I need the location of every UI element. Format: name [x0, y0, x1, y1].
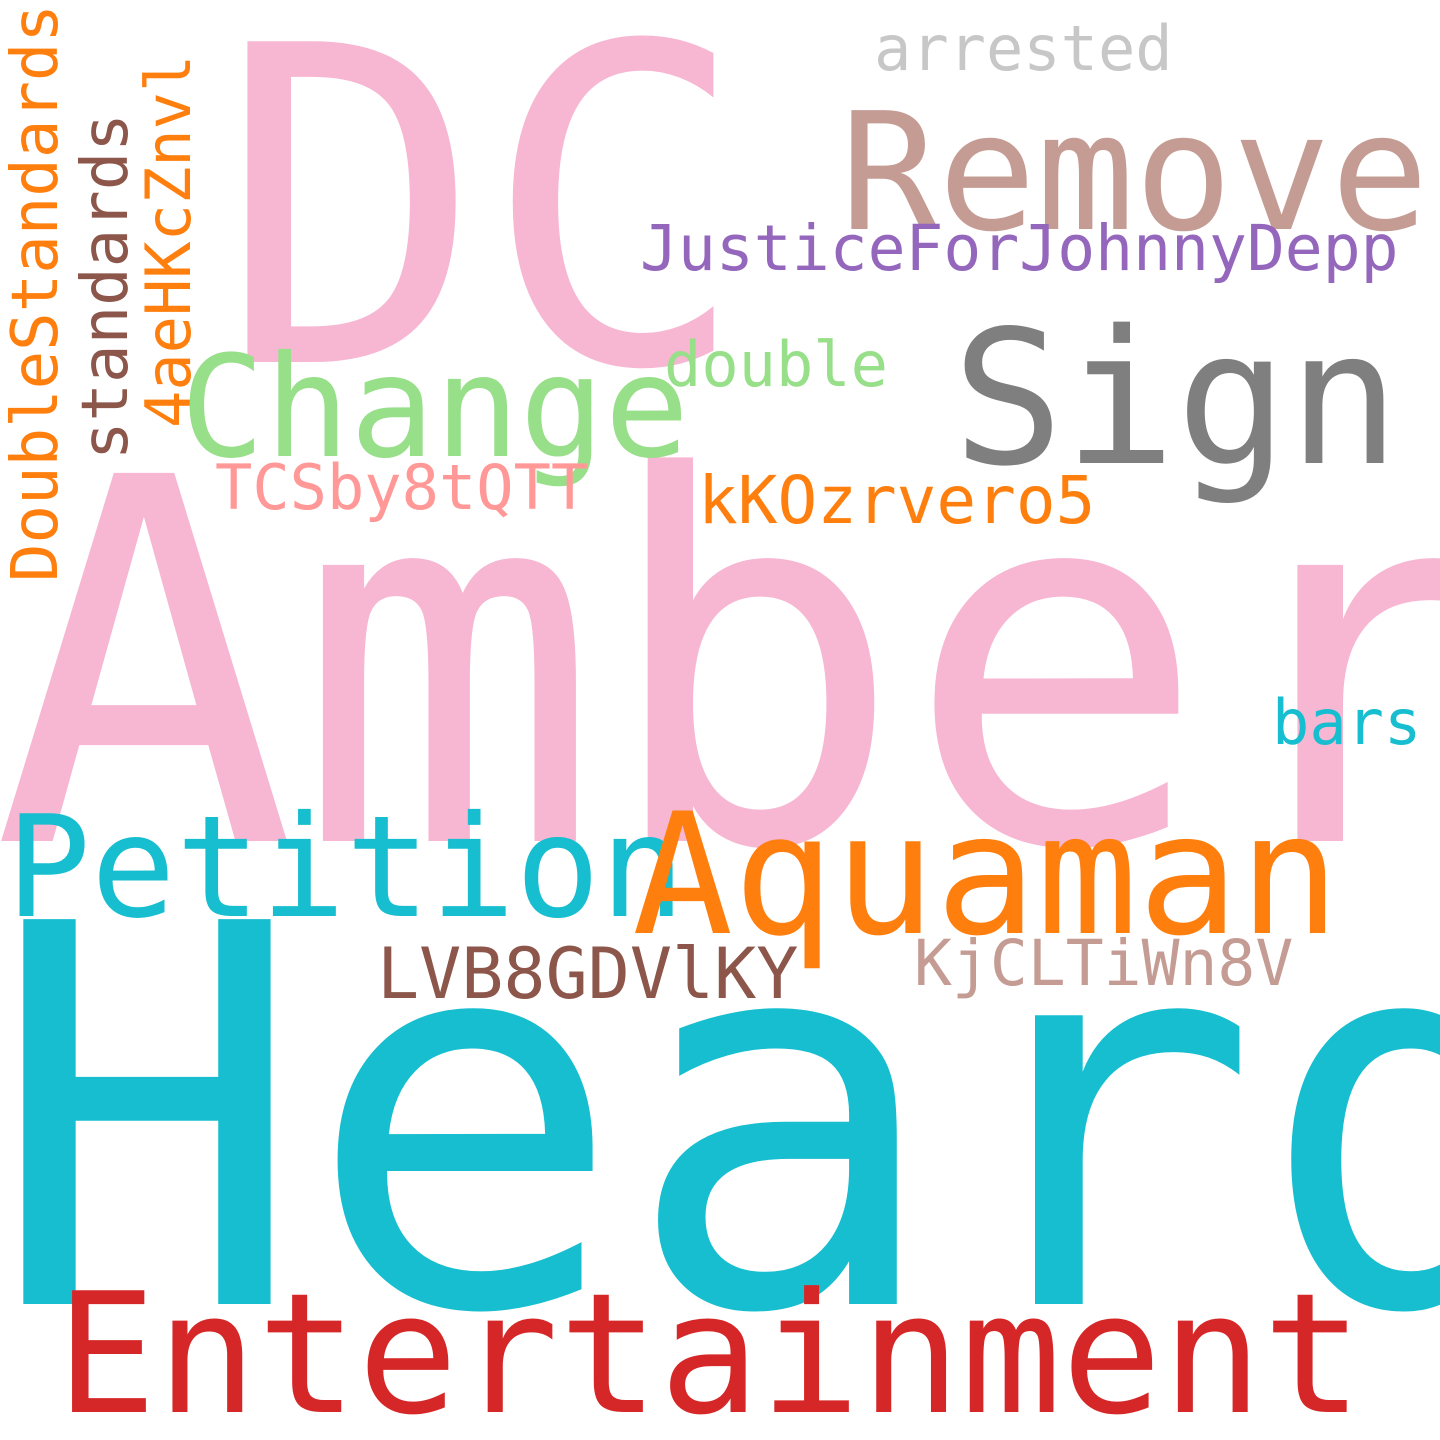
word-dc: DC [218, 0, 748, 466]
word-petition: Petition [6, 786, 686, 950]
word-doublestandards: DoubleStandards [0, 4, 73, 582]
word-lvb8gdvlky: LVB8GDVlKY [377, 933, 799, 1015]
word-heard: Heard [0, 814, 1440, 1429]
word-change: Change [180, 326, 690, 490]
word-bars: bars [1272, 686, 1422, 759]
word-standards: standards [69, 113, 143, 460]
word-4aehkcznvl: 4aeHKcZnvl [132, 54, 205, 428]
word-remove: Remove [840, 79, 1429, 268]
word-entertainment: Entertainment [56, 1258, 1364, 1440]
word-amber: Amber [0, 373, 1440, 961]
word-aquaman: Aquaman [632, 777, 1341, 973]
word-justicefor: JusticeForJohnnyDepp [640, 212, 1399, 285]
word-double: double [664, 328, 888, 401]
word-kjcltiwn8v: KjCLTiWn8V [914, 927, 1294, 1000]
word-sign: Sign [952, 290, 1400, 507]
word-tcsby8tqtt: TCSby8tQTT [215, 451, 589, 524]
word-arrested: arrested [874, 12, 1173, 85]
word-kkozrvero5: kKOzrvero5 [698, 462, 1096, 539]
